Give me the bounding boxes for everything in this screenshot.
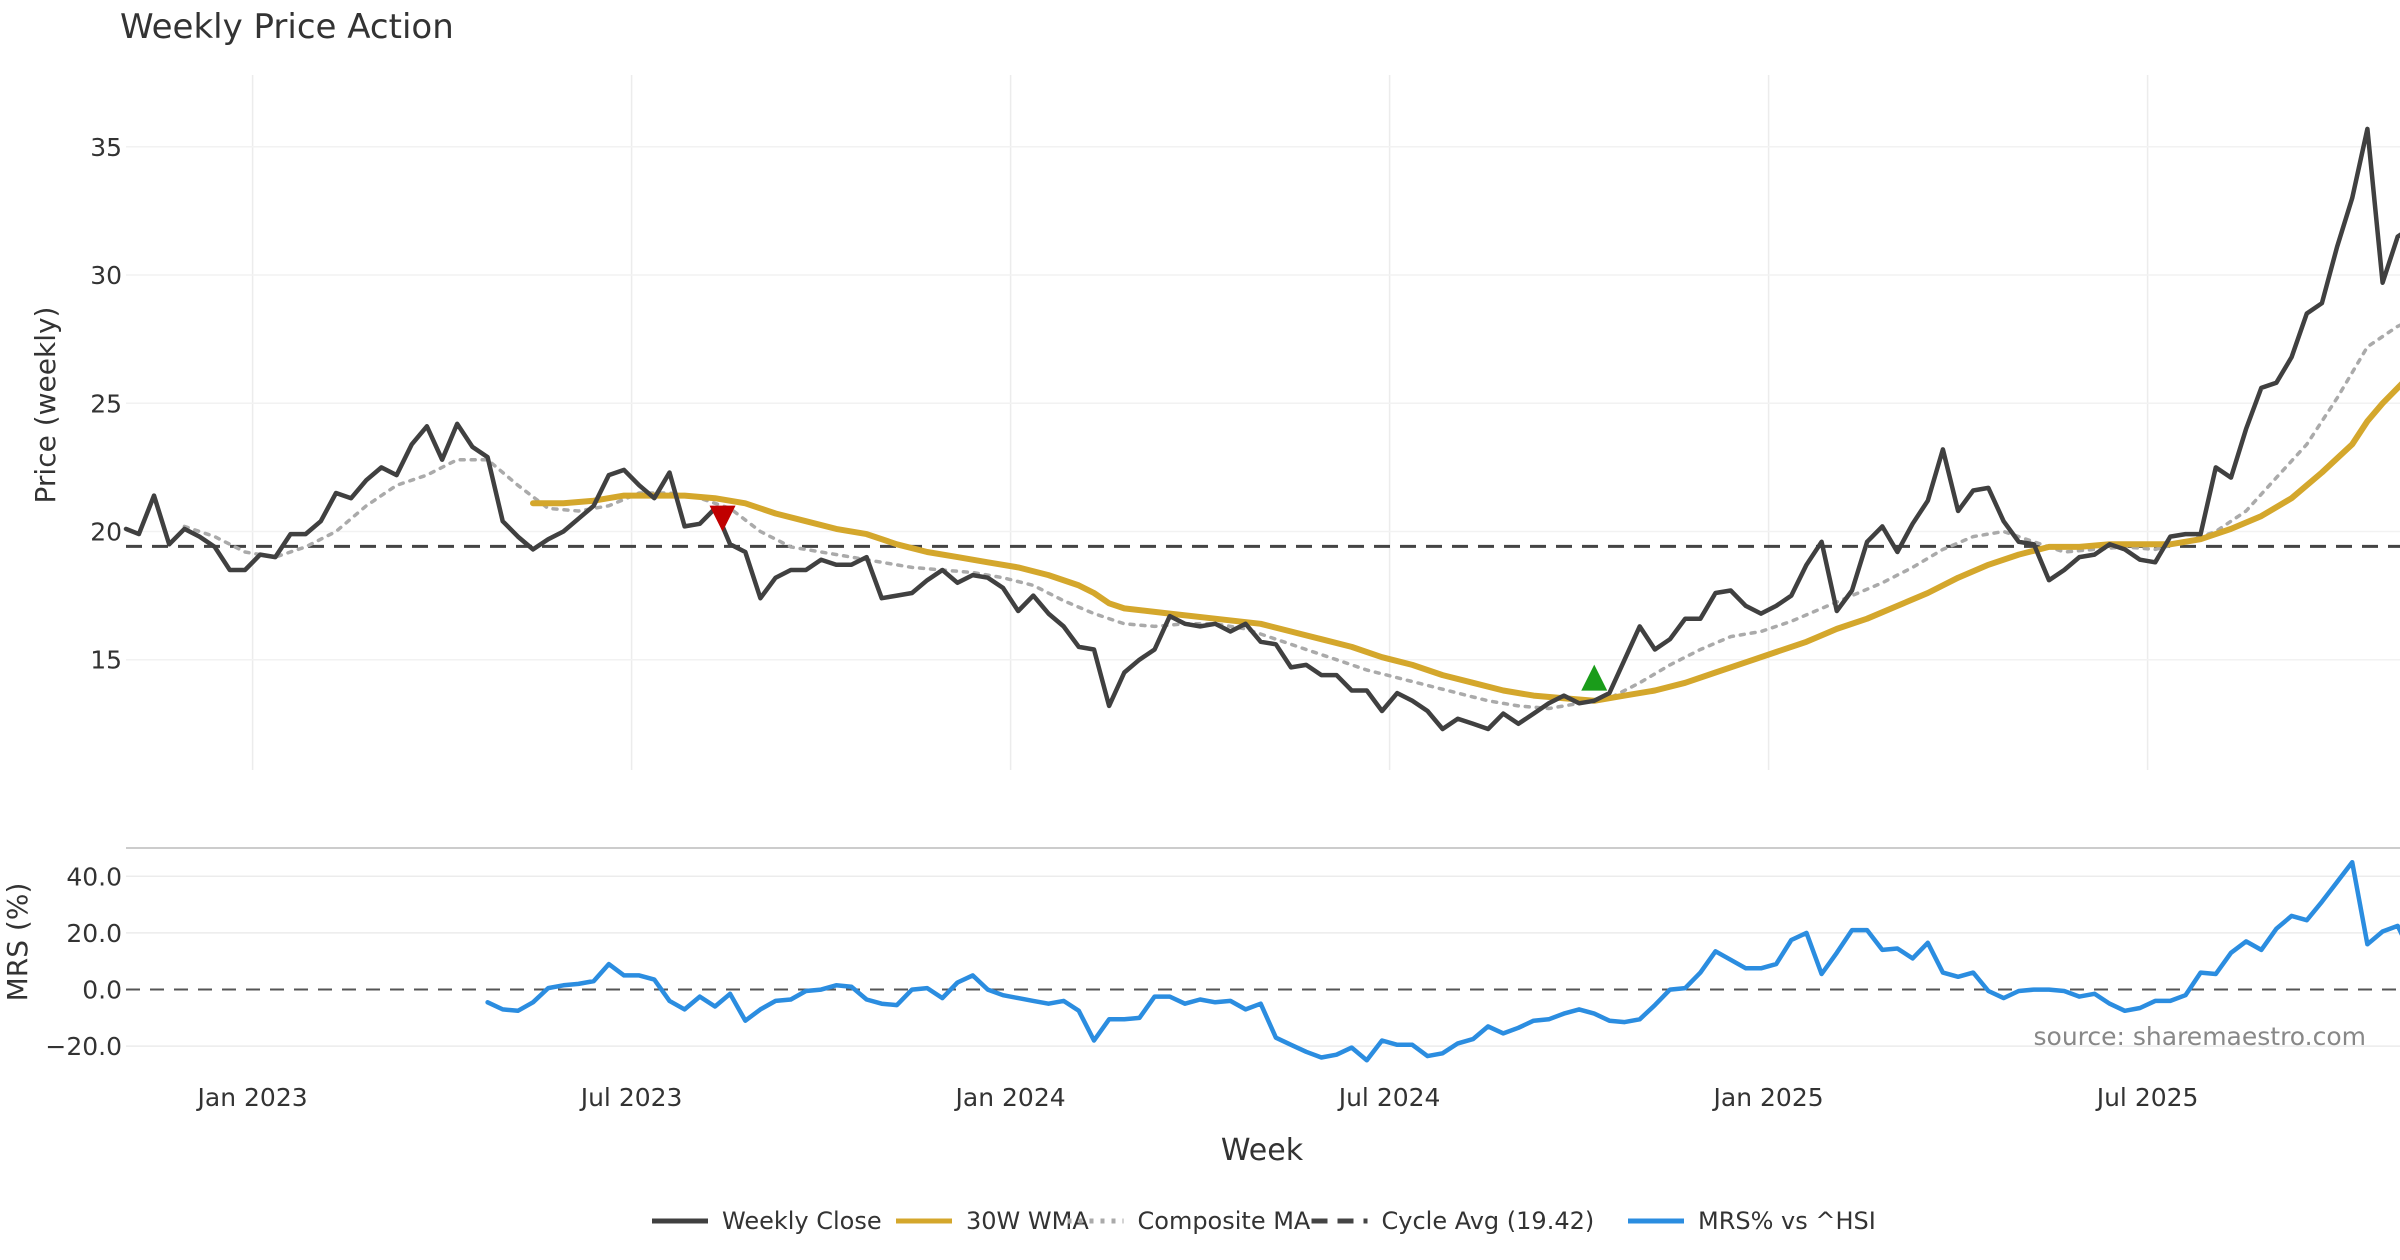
price-grid (126, 75, 2400, 770)
mrs-grid (126, 875, 2400, 1047)
mrs-y-axis-label: MRS (%) (1, 883, 34, 1002)
price-y-tick-label: 20 (90, 517, 122, 546)
legend-item: MRS% vs ^HSI (1628, 1207, 1876, 1235)
mrs-y-tick-label: −20.0 (45, 1032, 122, 1061)
price-y-tick-label: 25 (90, 389, 122, 418)
buy-signal-marker (1581, 664, 1608, 691)
source-note: source: sharemaestro.com (2034, 1022, 2367, 1051)
legend-label: Weekly Close (722, 1207, 882, 1235)
x-tick-label: Jul 2024 (1337, 1083, 1441, 1112)
series-composite-ma (182, 323, 2400, 711)
legend-item: Composite MA (1067, 1207, 1311, 1235)
legend-item: Cycle Avg (19.42) (1311, 1207, 1595, 1235)
legend: Weekly Close 30W WMA Composite MA Cycle Avg… (652, 1207, 1876, 1235)
legend-label: Cycle Avg (19.42) (1382, 1207, 1595, 1235)
price-y-ticks: 15 20 25 30 35 (90, 133, 122, 675)
price-y-tick-label: 35 (90, 133, 122, 162)
mrs-y-tick-label: 20.0 (66, 919, 122, 948)
chart-title: Weekly Price Action (120, 7, 454, 47)
x-tick-label: Jul 2025 (2095, 1083, 2199, 1112)
price-series (123, 126, 2400, 732)
series-weekly-close (123, 126, 2400, 732)
x-tick-label: Jul 2023 (579, 1083, 683, 1112)
x-tick-label: Jan 2023 (196, 1083, 308, 1112)
mrs-series (485, 859, 2400, 1063)
signal-markers (709, 505, 1608, 691)
legend-item: Weekly Close (652, 1207, 882, 1235)
x-tick-label: Jan 2024 (954, 1083, 1066, 1112)
price-y-axis-label: Price (weekly) (29, 307, 62, 504)
x-ticks: Jan 2023 Jul 2023 Jan 2024 Jul 2024 Jan 2025… (196, 1083, 2199, 1112)
x-axis-label: Week (1221, 1133, 1304, 1168)
mrs-y-ticks: −20.0 0.0 20.0 40.0 (45, 862, 122, 1061)
legend-label: Composite MA (1138, 1207, 1311, 1235)
mrs-y-tick-label: 40.0 (66, 862, 122, 891)
legend-label: MRS% vs ^HSI (1698, 1207, 1876, 1235)
sell-signal-marker (709, 505, 736, 532)
x-tick-label: Jan 2025 (1712, 1083, 1824, 1112)
mrs-y-tick-label: 0.0 (82, 976, 122, 1005)
price-y-tick-label: 30 (90, 261, 122, 290)
legend-item: 30W WMA (896, 1207, 1089, 1235)
price-y-tick-label: 15 (90, 646, 122, 675)
series-30w-wma (530, 381, 2400, 704)
series-mrs-vs-hsi (485, 859, 2400, 1063)
